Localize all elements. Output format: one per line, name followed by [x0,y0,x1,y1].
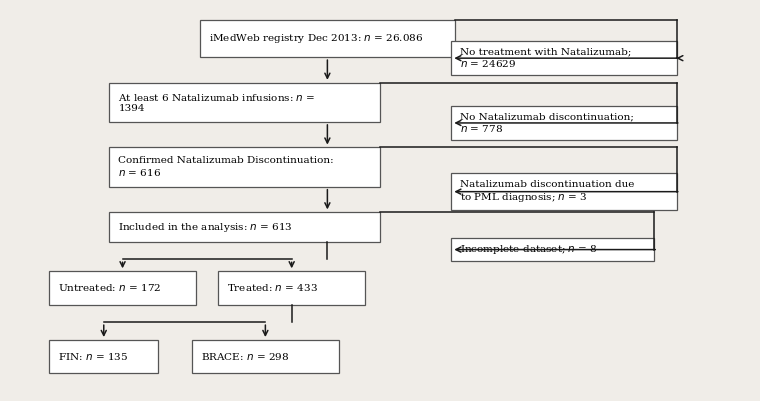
Text: Untreated: $n$ = 172: Untreated: $n$ = 172 [59,282,162,294]
Text: Incomplete dataset; $n$ = 8: Incomplete dataset; $n$ = 8 [461,243,598,256]
Text: No Natalizumab discontinuation;
$n$ = 778: No Natalizumab discontinuation; $n$ = 77… [461,112,635,134]
Text: Included in the analysis: $n$ = 613: Included in the analysis: $n$ = 613 [119,221,293,233]
Text: No treatment with Natalizumab;
$n$ = 24629: No treatment with Natalizumab; $n$ = 246… [461,47,632,69]
FancyBboxPatch shape [218,271,365,304]
FancyBboxPatch shape [451,41,677,75]
FancyBboxPatch shape [109,83,380,122]
FancyBboxPatch shape [109,212,380,242]
Text: FIN: $n$ = 135: FIN: $n$ = 135 [59,351,128,362]
FancyBboxPatch shape [451,173,677,210]
FancyBboxPatch shape [451,106,677,140]
Text: BRACE: $n$ = 298: BRACE: $n$ = 298 [201,351,290,362]
FancyBboxPatch shape [109,148,380,187]
Text: iMedWeb registry Dec 2013: $n$ = 26.086: iMedWeb registry Dec 2013: $n$ = 26.086 [208,32,423,45]
FancyBboxPatch shape [192,340,339,373]
Text: Natalizumab discontinuation due
to PML diagnosis; $n$ = 3: Natalizumab discontinuation due to PML d… [461,180,635,204]
FancyBboxPatch shape [49,340,158,373]
Text: Treated: $n$ = 433: Treated: $n$ = 433 [227,282,318,294]
FancyBboxPatch shape [49,271,196,304]
Text: At least 6 Natalizumab infusions: $n$ =
1394: At least 6 Natalizumab infusions: $n$ = … [119,92,316,113]
FancyBboxPatch shape [451,238,654,261]
FancyBboxPatch shape [200,20,455,57]
Text: Confirmed Natalizumab Discontinuation:
$n$ = 616: Confirmed Natalizumab Discontinuation: $… [119,156,334,178]
